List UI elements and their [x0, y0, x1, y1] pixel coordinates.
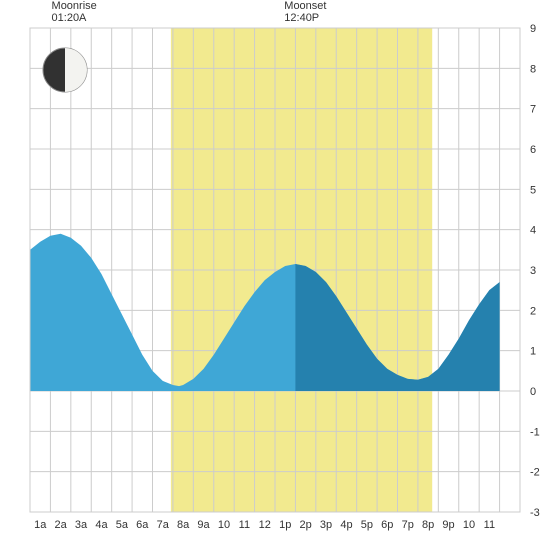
x-tick-label: 4a	[95, 519, 108, 531]
x-tick-label: 11	[484, 519, 495, 531]
x-tick-label: 6p	[381, 519, 393, 531]
moonset-label: Moonset 12:40P	[284, 0, 326, 24]
x-tick-label: 1a	[34, 519, 47, 531]
x-tick-label: 5p	[361, 519, 373, 531]
moonrise-label: Moonrise 01:20A	[52, 0, 97, 24]
x-tick-label: 3a	[75, 519, 88, 531]
y-tick-label: -1	[530, 426, 540, 438]
y-tick-label: 7	[530, 104, 536, 116]
x-tick-label: 6a	[136, 519, 149, 531]
y-tick-label: 0	[530, 386, 536, 398]
moonrise-time: 01:20A	[52, 12, 97, 24]
moonset-title: Moonset	[284, 0, 326, 12]
x-tick-label: 9p	[442, 519, 454, 531]
y-tick-label: 6	[530, 144, 536, 156]
y-tick-label: 3	[530, 265, 536, 277]
x-tick-label: 1p	[279, 519, 291, 531]
y-tick-label: 8	[530, 63, 536, 75]
x-tick-label: 11	[239, 519, 250, 531]
x-tick-label: 2a	[55, 519, 68, 531]
y-tick-label: 4	[530, 225, 536, 237]
x-tick-label: 7a	[157, 519, 170, 531]
tide-chart: Moonrise 01:20A Moonset 12:40P 1a 2a 3a 4a 5…	[0, 0, 550, 550]
x-tick-label: 10	[218, 519, 230, 531]
y-tick-label: 1	[530, 346, 536, 358]
y-tick-label: 2	[530, 305, 536, 317]
x-tick-label: 4p	[340, 519, 352, 531]
y-tick-label: -3	[530, 507, 540, 519]
x-tick-label: 3p	[320, 519, 332, 531]
moonset-time: 12:40P	[284, 12, 326, 24]
x-tick-label: 8p	[422, 519, 434, 531]
moon-phase-icon	[42, 47, 88, 93]
y-tick-label: -2	[530, 467, 540, 479]
x-tick-label: 10	[463, 519, 475, 531]
x-tick-label: 12	[259, 519, 271, 531]
x-tick-label: 2p	[300, 519, 312, 531]
x-tick-label: 5a	[116, 519, 129, 531]
x-tick-label: 7p	[402, 519, 414, 531]
top-labels: Moonrise 01:20A Moonset 12:40P	[0, 0, 550, 25]
x-tick-label: 8a	[177, 519, 190, 531]
x-tick-label: 9a	[197, 519, 210, 531]
moonrise-title: Moonrise	[52, 0, 97, 12]
y-tick-label: 5	[530, 184, 536, 196]
